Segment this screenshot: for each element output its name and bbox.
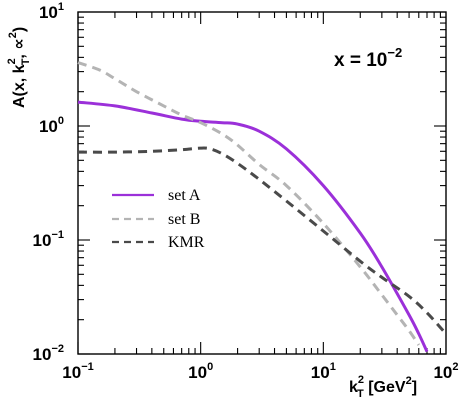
legend-label: set B	[168, 211, 200, 228]
x-tick-base: 10	[62, 363, 81, 382]
y-tick-base: 10	[39, 117, 58, 136]
x-tick-label: 102	[433, 361, 458, 382]
x-tick-exponent: 0	[207, 361, 213, 373]
x-tick-exponent: −1	[81, 361, 94, 373]
legend-label: set A	[168, 187, 201, 204]
x-tick-exponent: 2	[452, 361, 458, 373]
y-tick-exponent: −1	[51, 229, 64, 241]
x-tick-base: 10	[311, 363, 330, 382]
y-tick-base: 10	[33, 345, 52, 364]
series-line-kmr	[77, 146, 448, 335]
series-line-set-b	[77, 61, 421, 346]
y-tick-label: 100	[39, 115, 64, 136]
x-tick-label: 100	[188, 361, 213, 382]
x-tick-exponent: 1	[330, 361, 336, 373]
plot-frame	[77, 11, 447, 355]
x-value-annotation: x = 10−2	[334, 45, 402, 71]
y-tick-base: 10	[33, 231, 52, 250]
legend: set A set B KMR	[112, 187, 205, 251]
y-tick-label: 101	[39, 1, 64, 22]
y-tick-exponent: 1	[58, 1, 64, 13]
x-tick-label: 101	[311, 361, 336, 382]
x-tick-base: 10	[188, 363, 207, 382]
y-axis-label: A(x, k2 T, ∝2)	[6, 27, 32, 108]
legend-label: KMR	[168, 234, 205, 251]
y-tick-base: 10	[39, 3, 58, 22]
x-axis-label: k2 T [GeV2]	[349, 374, 417, 400]
axis-labels: k2 T [GeV2] A(x, k2 T, ∝2) x = 10−2	[6, 27, 417, 400]
x-tick-label: 10−1	[62, 361, 93, 382]
y-tick-label: 10−2	[33, 343, 64, 364]
y-tick-label: 10−1	[33, 229, 64, 250]
x-tick-base: 10	[433, 363, 452, 382]
y-tick-exponent: 0	[58, 115, 64, 127]
series-lines	[77, 61, 448, 353]
y-tick-exponent: −2	[51, 343, 64, 355]
series-line-set-a	[77, 100, 429, 353]
